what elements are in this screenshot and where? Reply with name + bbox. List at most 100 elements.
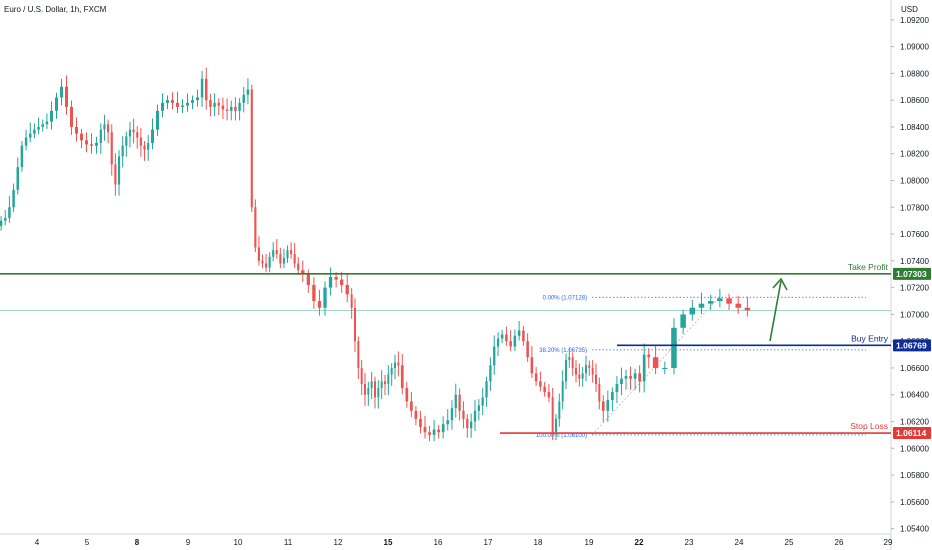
candle-body: [458, 394, 461, 411]
candle-body: [588, 365, 591, 368]
time-tick-label: 10: [234, 538, 243, 547]
fib-level-0-label: 0.00% (1.07128): [543, 295, 587, 301]
candle-body: [462, 410, 465, 419]
candle-body: [290, 250, 293, 255]
candle-body: [367, 388, 370, 395]
candle-body: [689, 307, 696, 315]
price-tick-label: 1.08200: [900, 150, 929, 159]
candle-body: [334, 276, 338, 280]
time-tick-label: 22: [635, 538, 644, 547]
time-tick-label: 26: [835, 538, 844, 547]
price-tick-label: 1.07800: [900, 203, 929, 212]
candle-body: [505, 334, 508, 342]
candle-body: [568, 357, 571, 360]
candle-body: [16, 167, 19, 190]
candle-body: [29, 133, 32, 138]
candle-body: [390, 367, 393, 375]
stop-loss-price-tag: 1.06114: [893, 427, 931, 440]
candle-body: [565, 359, 567, 382]
candle-body: [405, 388, 409, 402]
candle-body: [481, 397, 484, 406]
time-tick-label: 16: [434, 538, 443, 547]
candle-body: [121, 145, 124, 157]
candle-body: [526, 341, 529, 358]
candle-body: [638, 373, 641, 382]
price-tick-label: 1.07600: [900, 230, 929, 239]
candle-body: [581, 373, 584, 379]
candle-body: [595, 374, 597, 385]
candle-body: [8, 207, 11, 218]
candle-body: [45, 121, 49, 125]
candle-body: [37, 126, 40, 130]
candle-body: [726, 298, 732, 304]
candle-body: [340, 279, 344, 285]
candle-body: [328, 276, 333, 288]
candle-body: [466, 418, 469, 429]
candle-body: [20, 145, 24, 168]
candle-body: [611, 392, 614, 401]
candle-body: [65, 86, 68, 107]
buy-entry-price-tag: 1.06769: [893, 339, 931, 352]
candle-body: [110, 132, 113, 165]
candle-body: [620, 378, 623, 385]
candle-body: [205, 78, 208, 101]
candle-body: [60, 86, 63, 98]
chart-title: Euro / U.S. Dollar, 1h, FXCM: [4, 5, 107, 14]
candle-body: [662, 367, 668, 369]
candle-body: [139, 137, 142, 146]
price-tick-label: 1.07200: [900, 284, 929, 293]
price-tick-label: 1.08800: [900, 69, 929, 78]
candle-body: [41, 124, 44, 127]
buy-entry-price: 1.06769: [896, 340, 927, 350]
stop-loss-price: 1.06114: [896, 428, 927, 438]
candle-body: [707, 301, 714, 304]
candle-body: [4, 217, 7, 221]
candle-body: [397, 362, 400, 366]
candle-body: [261, 260, 264, 264]
price-tick-label: 1.05400: [900, 525, 929, 534]
projection-arrow[interactable]: [769, 277, 788, 342]
candle-body: [601, 401, 605, 411]
candle-body: [606, 400, 610, 411]
candle-body: [517, 330, 521, 336]
candle-body: [500, 334, 504, 339]
candle-body: [698, 303, 705, 308]
candle-body: [410, 401, 413, 411]
candle-body: [176, 102, 179, 107]
time-axis[interactable]: 4 5 8 9 10 11 12 15 16 17 18 19 22 23 24 25 26 29: [35, 538, 893, 547]
candle-body: [345, 284, 349, 295]
price-tick-label: 1.06200: [900, 418, 929, 427]
time-tick-label: 11: [284, 538, 293, 547]
candle-body: [323, 287, 327, 308]
candle-body: [384, 381, 386, 385]
stop-loss-label: Stop Loss: [850, 421, 888, 431]
candle-body: [374, 381, 376, 398]
candle-body: [470, 421, 473, 429]
candle-body: [652, 357, 659, 368]
candle-body: [0, 220, 3, 227]
candle-body: [230, 106, 233, 111]
candle-body: [441, 424, 445, 433]
candle-body: [221, 105, 225, 110]
candle-body: [489, 365, 492, 382]
time-tick-label: 18: [534, 538, 543, 547]
candle-body: [242, 94, 245, 103]
price-tick-label: 1.07000: [900, 310, 929, 319]
candle-body: [317, 301, 322, 308]
candle-body: [306, 274, 310, 285]
take-profit-price-tag: 1.07303: [893, 267, 931, 280]
candle-body: [450, 408, 454, 421]
candle-body: [24, 137, 28, 146]
candle-body: [213, 102, 216, 107]
time-tick-label: 29: [884, 538, 893, 547]
candle-body: [125, 136, 128, 146]
candle-body: [571, 357, 574, 368]
candle-body: [350, 294, 353, 308]
candle-body: [265, 263, 268, 268]
candle-body: [394, 362, 396, 368]
candle-body: [114, 164, 117, 185]
price-tick-label: 1.08400: [900, 123, 929, 132]
candle-body: [279, 254, 282, 264]
time-tick-label: 23: [685, 538, 694, 547]
